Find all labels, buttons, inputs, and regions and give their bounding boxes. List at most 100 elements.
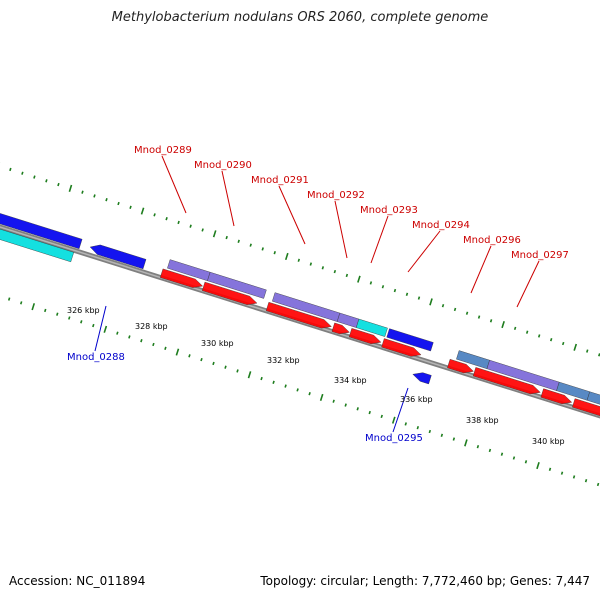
lower-tick-mark [128, 335, 131, 339]
upper-tick-mark [561, 341, 565, 346]
lower-tick-mark [548, 467, 552, 472]
gene-label-mnod-0297: Mnod_0297 [511, 250, 569, 261]
upper-tick-mark [81, 190, 84, 194]
upper-tick-mark [549, 338, 553, 342]
upper-tick-mark [405, 292, 409, 296]
upper-tick-mark [153, 213, 156, 217]
lower-tick-mark [31, 303, 36, 311]
lower-tick-mark [236, 369, 239, 373]
upper-tick-mark [369, 281, 373, 285]
lower-tick-mark [116, 331, 119, 335]
lower-tick-mark [536, 461, 540, 470]
upper-tick-mark [441, 303, 445, 308]
cds-arrow-mnod-0290 [201, 281, 258, 305]
upper-tick-mark [573, 343, 578, 351]
cds-arrow-mnod-0294 [381, 338, 422, 357]
upper-tick-mark [261, 247, 264, 251]
accession-label: Accession: NC_011894 [9, 574, 146, 588]
scale-label: 334 kbp [334, 376, 367, 385]
lower-tick-mark [440, 433, 444, 437]
genome-summary: Topology: circular; Length: 7,772,460 bp… [260, 574, 590, 588]
upper-tick-mark [537, 334, 541, 338]
upper-tick-mark [21, 171, 24, 175]
upper-tick-mark [165, 216, 168, 221]
lower-tick-mark [175, 348, 180, 356]
upper-tick-mark [9, 167, 12, 172]
scale-label: 336 kbp [400, 395, 433, 404]
upper-tick-mark [249, 243, 252, 247]
lower-tick-mark [7, 297, 11, 301]
gene-block-left-blue [89, 244, 147, 270]
upper-tick-mark [105, 198, 108, 202]
gene-leader-line [278, 185, 306, 245]
cds-arrow-mnod-0297 [472, 367, 541, 395]
upper-tick-mark [321, 266, 325, 270]
gene-label-mnod-0295: Mnod_0295 [365, 433, 423, 444]
upper-tick-mark [297, 258, 301, 262]
gene-leader-line [94, 305, 107, 352]
upper-tick-mark [237, 239, 240, 244]
upper-tick-mark [429, 298, 433, 306]
gene-leader-line [161, 155, 187, 214]
upper-tick-mark [189, 224, 192, 228]
upper-tick-mark [68, 184, 73, 192]
gene-block-mnod-0293 [355, 318, 388, 337]
lower-tick-mark [404, 422, 408, 426]
upper-tick-mark [309, 262, 313, 266]
gene-leader-line [516, 260, 540, 308]
lower-tick-mark [200, 357, 203, 362]
cds-arrow-mnod-0289 [159, 268, 204, 288]
lower-tick-mark [92, 323, 95, 328]
cds-arrow-right [540, 388, 573, 405]
lower-tick-mark [476, 444, 480, 449]
lower-tick-mark [140, 339, 143, 343]
upper-tick-mark [284, 252, 289, 261]
lower-tick-mark [103, 325, 108, 333]
lower-tick-mark [56, 312, 59, 316]
scale-label: 326 kbp [67, 306, 100, 315]
upper-tick-mark [273, 251, 276, 255]
gene-label-mnod-0296: Mnod_0296 [463, 235, 521, 246]
gene-label-mnod-0294: Mnod_0294 [412, 220, 470, 231]
cds-arrow-mnod-0296 [447, 359, 474, 374]
lower-tick-mark [584, 479, 588, 483]
lower-tick-mark [308, 392, 311, 396]
lower-tick-mark [284, 384, 287, 388]
upper-tick-mark [417, 296, 421, 300]
lower-tick-mark [212, 361, 215, 366]
upper-tick-mark [381, 285, 385, 289]
upper-tick-mark [212, 230, 217, 238]
gene-label-mnod-0289: Mnod_0289 [134, 145, 192, 156]
lower-tick-mark [356, 407, 359, 411]
lower-tick-mark [572, 475, 576, 479]
upper-tick-mark [501, 321, 505, 329]
cds-arrow-right-2 [572, 398, 600, 417]
upper-tick-mark [225, 235, 228, 240]
upper-tick-mark [201, 228, 204, 232]
gene-label-mnod-0293: Mnod_0293 [360, 205, 418, 216]
lower-tick-mark [260, 376, 263, 381]
scale-label: 332 kbp [267, 356, 300, 365]
gene-leader-line [392, 387, 409, 433]
gene-block-mnod-0295 [412, 372, 432, 385]
lower-tick-mark [428, 429, 432, 434]
lower-tick-mark [368, 410, 371, 415]
lower-tick-mark [512, 456, 516, 460]
lower-tick-mark [344, 403, 347, 407]
lower-tick-mark [319, 393, 324, 402]
lower-tick-mark [247, 371, 252, 379]
gene-leader-line [407, 230, 441, 273]
lower-tick-mark [224, 365, 227, 369]
gene-label-mnod-0290: Mnod_0290 [194, 160, 252, 171]
gene-label-mnod-0291: Mnod_0291 [251, 175, 309, 186]
upper-tick-mark [177, 220, 180, 225]
gene-label-mnod-0292: Mnod_0292 [307, 190, 365, 201]
lower-tick-mark [596, 482, 600, 487]
lower-tick-mark [524, 460, 528, 464]
upper-tick-mark [57, 182, 60, 187]
lower-tick-mark [560, 471, 564, 475]
genome-backbone [0, 224, 600, 419]
gene-leader-line [470, 245, 492, 294]
gene-leader-line [334, 200, 348, 259]
gene-block-mnod-0294 [386, 328, 434, 352]
